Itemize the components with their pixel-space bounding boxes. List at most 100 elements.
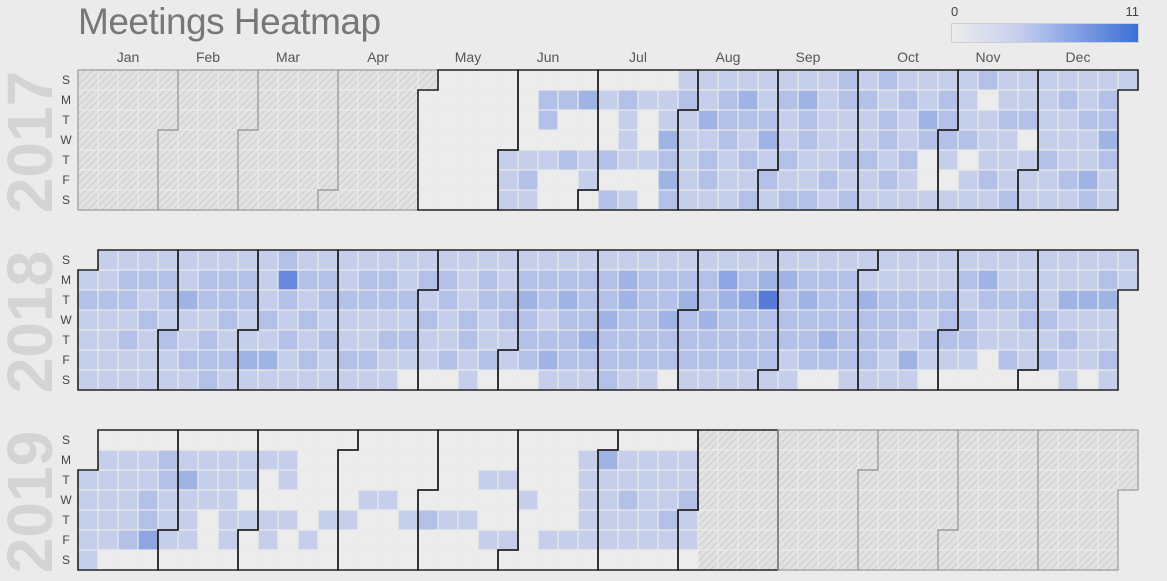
heatmap-cell[interactable]	[558, 490, 578, 510]
heatmap-cell[interactable]	[198, 90, 218, 110]
heatmap-cell[interactable]	[998, 430, 1018, 450]
heatmap-cell[interactable]	[258, 290, 278, 310]
heatmap-cell[interactable]	[718, 150, 738, 170]
heatmap-cell[interactable]	[318, 530, 338, 550]
heatmap-cell[interactable]	[1098, 110, 1118, 130]
heatmap-cell[interactable]	[878, 90, 898, 110]
heatmap-cell[interactable]	[638, 250, 658, 270]
heatmap-cell[interactable]	[218, 490, 238, 510]
heatmap-cell[interactable]	[858, 330, 878, 350]
heatmap-cell[interactable]	[718, 310, 738, 330]
heatmap-cell[interactable]	[258, 90, 278, 110]
heatmap-cell[interactable]	[518, 550, 538, 570]
heatmap-cell[interactable]	[698, 270, 718, 290]
heatmap-cell[interactable]	[738, 310, 758, 330]
heatmap-cell[interactable]	[858, 530, 878, 550]
heatmap-cell[interactable]	[1038, 250, 1058, 270]
heatmap-cell[interactable]	[798, 490, 818, 510]
heatmap-cell[interactable]	[158, 190, 178, 210]
heatmap-cell[interactable]	[98, 250, 118, 270]
heatmap-cell[interactable]	[978, 70, 998, 90]
heatmap-cell[interactable]	[598, 270, 618, 290]
heatmap-cell[interactable]	[658, 350, 678, 370]
heatmap-cell[interactable]	[258, 550, 278, 570]
heatmap-cell[interactable]	[1098, 430, 1118, 450]
heatmap-cell[interactable]	[478, 90, 498, 110]
heatmap-cell[interactable]	[718, 270, 738, 290]
heatmap-cell[interactable]	[558, 450, 578, 470]
heatmap-cell[interactable]	[158, 310, 178, 330]
heatmap-cell[interactable]	[978, 450, 998, 470]
heatmap-cell[interactable]	[698, 350, 718, 370]
heatmap-cell[interactable]	[1078, 170, 1098, 190]
heatmap-cell[interactable]	[138, 190, 158, 210]
heatmap-cell[interactable]	[778, 290, 798, 310]
heatmap-cell[interactable]	[658, 70, 678, 90]
heatmap-cell[interactable]	[378, 110, 398, 130]
heatmap-cell[interactable]	[898, 490, 918, 510]
heatmap-cell[interactable]	[898, 150, 918, 170]
heatmap-cell[interactable]	[578, 450, 598, 470]
heatmap-cell[interactable]	[1038, 130, 1058, 150]
heatmap-cell[interactable]	[198, 510, 218, 530]
heatmap-cell[interactable]	[1098, 90, 1118, 110]
heatmap-cell[interactable]	[318, 470, 338, 490]
heatmap-cell[interactable]	[438, 310, 458, 330]
heatmap-cell[interactable]	[818, 430, 838, 450]
heatmap-cell[interactable]	[118, 370, 138, 390]
heatmap-cell[interactable]	[338, 450, 358, 470]
heatmap-cell[interactable]	[1058, 530, 1078, 550]
heatmap-cell[interactable]	[598, 430, 618, 450]
heatmap-cell[interactable]	[818, 90, 838, 110]
heatmap-cell[interactable]	[218, 250, 238, 270]
heatmap-cell[interactable]	[958, 130, 978, 150]
heatmap-cell[interactable]	[718, 290, 738, 310]
heatmap-cell[interactable]	[1038, 450, 1058, 470]
heatmap-cell[interactable]	[438, 190, 458, 210]
heatmap-cell[interactable]	[258, 350, 278, 370]
heatmap-cell[interactable]	[1098, 170, 1118, 190]
heatmap-cell[interactable]	[978, 510, 998, 530]
heatmap-cell[interactable]	[918, 550, 938, 570]
heatmap-cell[interactable]	[218, 550, 238, 570]
heatmap-cell[interactable]	[898, 370, 918, 390]
heatmap-cell[interactable]	[458, 130, 478, 150]
heatmap-cell[interactable]	[838, 270, 858, 290]
heatmap-cell[interactable]	[98, 550, 118, 570]
heatmap-cell[interactable]	[378, 370, 398, 390]
heatmap-cell[interactable]	[838, 190, 858, 210]
heatmap-cell[interactable]	[278, 70, 298, 90]
heatmap-cell[interactable]	[518, 530, 538, 550]
heatmap-cell[interactable]	[478, 430, 498, 450]
heatmap-cell[interactable]	[398, 430, 418, 450]
heatmap-cell[interactable]	[1018, 270, 1038, 290]
heatmap-cell[interactable]	[338, 290, 358, 310]
heatmap-cell[interactable]	[818, 130, 838, 150]
heatmap-cell[interactable]	[878, 70, 898, 90]
heatmap-cell[interactable]	[418, 370, 438, 390]
heatmap-cell[interactable]	[638, 90, 658, 110]
heatmap-cell[interactable]	[238, 190, 258, 210]
heatmap-cell[interactable]	[418, 530, 438, 550]
heatmap-cell[interactable]	[538, 290, 558, 310]
heatmap-cell[interactable]	[778, 430, 798, 450]
heatmap-cell[interactable]	[158, 130, 178, 150]
heatmap-cell[interactable]	[498, 450, 518, 470]
heatmap-cell[interactable]	[98, 270, 118, 290]
heatmap-cell[interactable]	[438, 430, 458, 450]
heatmap-cell[interactable]	[258, 190, 278, 210]
heatmap-cell[interactable]	[538, 90, 558, 110]
heatmap-cell[interactable]	[598, 90, 618, 110]
heatmap-cell[interactable]	[378, 70, 398, 90]
heatmap-cell[interactable]	[678, 450, 698, 470]
heatmap-cell[interactable]	[618, 350, 638, 370]
heatmap-cell[interactable]	[158, 430, 178, 450]
heatmap-cell[interactable]	[498, 130, 518, 150]
heatmap-cell[interactable]	[358, 290, 378, 310]
heatmap-cell[interactable]	[518, 510, 538, 530]
heatmap-cell[interactable]	[738, 530, 758, 550]
heatmap-cell[interactable]	[318, 490, 338, 510]
heatmap-cell[interactable]	[278, 170, 298, 190]
heatmap-cell[interactable]	[158, 270, 178, 290]
heatmap-cell[interactable]	[538, 190, 558, 210]
